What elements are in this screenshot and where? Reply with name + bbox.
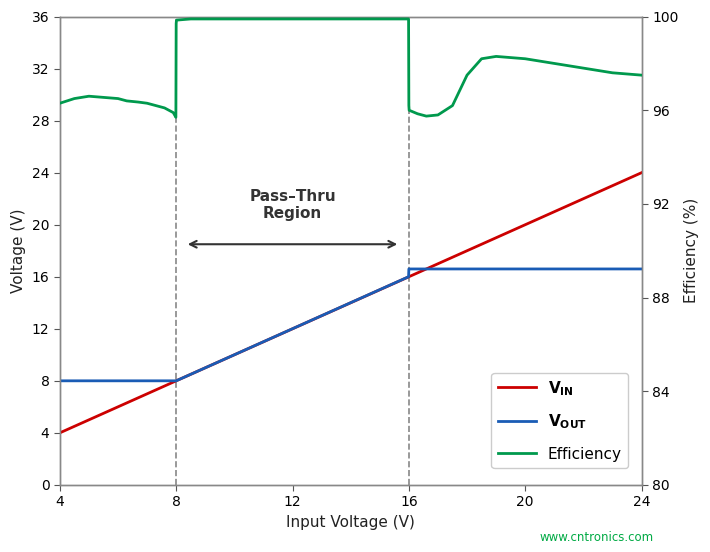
X-axis label: Input Voltage (V): Input Voltage (V) xyxy=(286,515,415,530)
Legend: $\mathbf{V}_{\mathbf{IN}}$, $\mathbf{V}_{\mathbf{OUT}}$, Efficiency: $\mathbf{V}_{\mathbf{IN}}$, $\mathbf{V}_… xyxy=(491,373,628,468)
Y-axis label: Voltage (V): Voltage (V) xyxy=(11,209,26,293)
Text: Pass–Thru
Region: Pass–Thru Region xyxy=(249,189,336,221)
Text: www.cntronics.com: www.cntronics.com xyxy=(539,530,653,544)
Y-axis label: Efficiency (%): Efficiency (%) xyxy=(684,198,699,304)
